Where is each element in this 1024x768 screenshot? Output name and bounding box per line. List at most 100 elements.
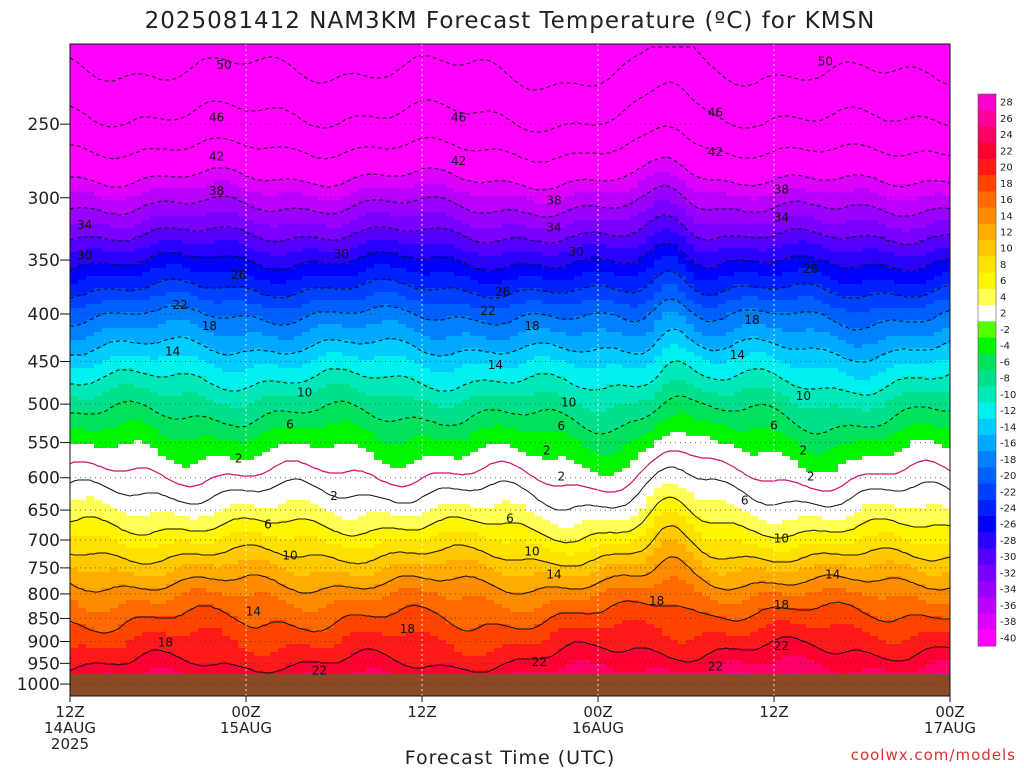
field-cell — [238, 180, 247, 185]
field-cell — [110, 100, 119, 105]
field-cell — [934, 92, 943, 97]
field-cell — [606, 72, 615, 77]
field-cell — [774, 68, 783, 73]
field-cell — [702, 184, 711, 189]
field-cell — [302, 116, 311, 121]
field-cell — [790, 156, 799, 161]
field-cell — [670, 176, 679, 181]
field-cell — [694, 176, 703, 181]
field-cell — [454, 188, 463, 193]
field-cell — [326, 196, 335, 201]
field-cell — [494, 80, 503, 85]
field-cell — [502, 180, 511, 185]
field-cell — [94, 48, 103, 53]
field-cell — [702, 212, 711, 217]
field-cell — [526, 128, 535, 133]
field-cell — [238, 176, 247, 181]
field-cell — [838, 140, 847, 145]
field-cell — [238, 80, 247, 85]
field-cell — [590, 208, 599, 213]
field-cell — [422, 208, 431, 213]
field-cell — [286, 60, 295, 65]
field-cell — [606, 148, 615, 153]
field-cell — [294, 172, 303, 177]
field-cell — [846, 88, 855, 93]
field-cell — [886, 196, 895, 201]
field-cell — [646, 212, 655, 217]
field-cell — [646, 124, 655, 129]
field-cell — [518, 128, 527, 133]
field-cell — [726, 80, 735, 85]
field-cell — [198, 224, 207, 229]
field-cell — [486, 68, 495, 73]
field-cell — [398, 80, 407, 85]
field-cell — [590, 148, 599, 153]
field-cell — [798, 220, 807, 225]
field-cell — [606, 116, 615, 121]
field-cell — [902, 140, 911, 145]
field-cell — [358, 192, 367, 197]
field-cell — [126, 116, 135, 121]
field-cell — [214, 52, 223, 57]
field-cell — [654, 112, 663, 117]
field-cell — [558, 204, 567, 209]
field-cell — [910, 196, 919, 201]
field-cell — [750, 212, 759, 217]
field-cell — [470, 100, 479, 105]
field-cell — [894, 64, 903, 69]
field-cell — [734, 152, 743, 157]
field-cell — [78, 156, 87, 161]
field-cell — [318, 168, 327, 173]
field-cell — [734, 120, 743, 125]
field-cell — [182, 184, 191, 189]
field-cell — [382, 100, 391, 105]
field-cell — [190, 220, 199, 225]
field-cell — [694, 92, 703, 97]
field-cell — [262, 80, 271, 85]
field-cell — [118, 76, 127, 81]
field-cell — [854, 220, 863, 225]
field-cell — [758, 184, 767, 189]
field-cell — [542, 164, 551, 169]
field-cell — [646, 140, 655, 145]
field-cell — [814, 100, 823, 105]
field-cell — [86, 184, 95, 189]
field-cell — [558, 164, 567, 169]
field-cell — [126, 72, 135, 77]
field-cell — [126, 112, 135, 117]
field-cell — [446, 176, 455, 181]
field-cell — [766, 148, 775, 153]
field-cell — [902, 116, 911, 121]
field-cell — [126, 136, 135, 141]
field-cell — [374, 60, 383, 65]
field-cell — [550, 120, 559, 125]
field-cell — [934, 212, 943, 217]
field-cell — [366, 152, 375, 157]
field-cell — [638, 156, 647, 161]
field-cell — [398, 200, 407, 205]
field-cell — [398, 216, 407, 221]
field-cell — [270, 172, 279, 177]
field-cell — [526, 152, 535, 157]
field-cell — [366, 164, 375, 169]
field-cell — [718, 172, 727, 177]
field-cell — [638, 88, 647, 93]
field-cell — [470, 144, 479, 149]
field-cell — [718, 112, 727, 117]
field-cell — [686, 172, 695, 177]
field-cell — [206, 60, 215, 65]
field-cell — [750, 108, 759, 113]
field-cell — [478, 220, 487, 225]
field-cell — [870, 200, 879, 205]
field-cell — [726, 84, 735, 89]
field-cell — [870, 184, 879, 189]
field-cell — [486, 172, 495, 177]
field-cell — [126, 44, 135, 49]
field-cell — [606, 88, 615, 93]
field-cell — [190, 80, 199, 85]
field-cell — [462, 140, 471, 145]
field-cell — [390, 160, 399, 165]
field-cell — [358, 132, 367, 137]
field-cell — [286, 180, 295, 185]
field-cell — [150, 120, 159, 125]
